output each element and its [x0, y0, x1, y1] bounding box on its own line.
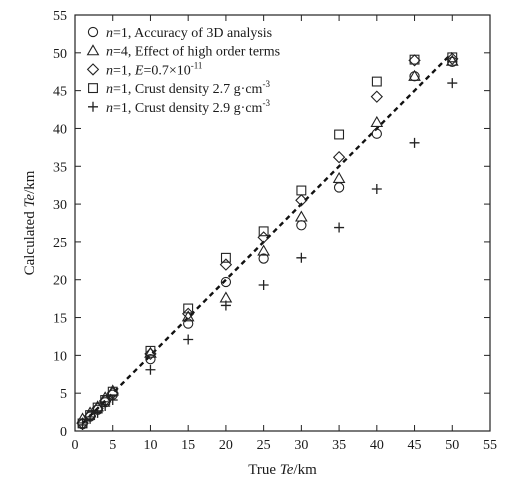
reference-line-layer: [81, 51, 454, 425]
data-point-diamond: [370, 90, 383, 103]
data-point-square: [258, 226, 269, 237]
data-point-plus: [296, 252, 307, 263]
series-plus: [77, 78, 458, 430]
data-series-layer: [76, 52, 459, 430]
legend-item: n=1, Accuracy of 3D analysis: [87, 26, 272, 41]
data-point-plus: [92, 407, 103, 418]
x-tick-label: 35: [332, 438, 346, 453]
data-point-plus: [334, 222, 345, 233]
y-tick-label: 5: [60, 387, 67, 402]
data-point-square: [371, 76, 382, 87]
x-tick-label: 50: [445, 438, 459, 453]
x-tick-label: 20: [219, 438, 233, 453]
data-point-diamond: [182, 307, 195, 320]
y-tick-label: 10: [53, 349, 67, 364]
data-point-plus: [371, 183, 382, 194]
data-point-plus: [107, 394, 118, 405]
legend-marker-square: [88, 83, 98, 94]
data-point-plus: [258, 280, 269, 291]
legend-item: n=1, Crust density 2.9 g·cm-3: [88, 98, 270, 116]
y-tick-label: 50: [53, 47, 67, 62]
y-tick-label: 55: [53, 9, 67, 24]
plot-frame: [74, 14, 491, 432]
x-tick-label: 40: [370, 438, 384, 453]
data-point-plus: [447, 78, 458, 89]
data-point-plus: [85, 413, 96, 424]
data-point-triangle: [295, 210, 308, 222]
legend-marker-plus: [88, 101, 98, 112]
x-tick-label: 15: [181, 438, 195, 453]
data-point-square: [183, 303, 194, 314]
data-point-square: [145, 345, 156, 356]
y-tick-label: 45: [53, 85, 67, 100]
data-point-circle: [145, 353, 156, 365]
data-point-diamond: [219, 258, 233, 271]
x-tick-label: 30: [294, 438, 308, 453]
data-point-triangle: [332, 171, 346, 183]
data-point-triangle: [445, 54, 459, 66]
legend-label: n=1, Crust density 2.9 g·cm-3: [106, 98, 270, 116]
data-point-square: [220, 252, 231, 263]
series-square: [77, 52, 458, 429]
legend-marker-triangle: [86, 44, 100, 56]
y-tick-label: 25: [53, 236, 67, 251]
data-point-plus: [77, 419, 88, 430]
legend-marker-circle: [87, 26, 99, 38]
data-point-diamond: [144, 347, 157, 361]
data-point-square: [334, 129, 345, 140]
legend-item: n=1, Crust density 2.7 g·cm-3: [88, 79, 270, 97]
legend-item: n=4, Effect of high order terms: [86, 44, 280, 60]
data-point-diamond: [295, 194, 308, 207]
x-tick-label: 45: [408, 438, 422, 453]
legend: n=1, Accuracy of 3D analysis n=4, Effect …: [86, 26, 280, 116]
reference-line: [81, 51, 454, 425]
y-tick-label: 20: [53, 274, 67, 289]
data-point-diamond: [408, 54, 421, 67]
y-axis-title: Calculated Te/km: [22, 170, 38, 275]
y-tick-label: 30: [53, 198, 67, 213]
data-point-diamond: [332, 151, 346, 164]
axes-layer: 0 5 10 15 20 25 30 35 40 45 50 55 0 5 10 15 20 25 30 35 40 45…: [53, 9, 497, 453]
legend-marker-diamond: [86, 63, 100, 76]
data-point-plus: [220, 300, 231, 311]
x-tick-label: 5: [109, 438, 116, 453]
data-point-triangle: [370, 115, 384, 128]
axis-titles: True Te/km Calculated Te/km: [22, 170, 317, 478]
legend-label: n=1, Crust density 2.7 g·cm-3: [106, 79, 270, 97]
data-point-square: [409, 54, 420, 65]
x-tick-label: 25: [257, 438, 271, 453]
data-point-plus: [409, 137, 420, 148]
x-tick-label: 10: [143, 438, 157, 453]
legend-label: n=1, E=0.7×10-11: [106, 60, 202, 78]
x-tick-label: 55: [483, 438, 497, 453]
data-point-triangle: [144, 346, 157, 358]
legend-item: n=1, E=0.7×10-11: [86, 60, 202, 78]
data-point-square: [447, 52, 458, 63]
data-point-circle: [371, 128, 382, 139]
data-point-plus: [145, 364, 156, 375]
data-point-circle: [220, 276, 232, 288]
y-tick-label: 40: [53, 122, 67, 137]
y-tick-label: 15: [53, 312, 67, 327]
data-point-circle: [258, 253, 269, 264]
data-point-triangle: [408, 69, 421, 81]
data-point-diamond: [446, 52, 459, 66]
data-point-plus: [183, 334, 194, 345]
legend-label: n=4, Effect of high order terms: [106, 45, 280, 60]
y-tick-label: 0: [60, 425, 67, 440]
x-tick-label: 0: [72, 438, 79, 453]
legend-label: n=1, Accuracy of 3D analysis: [106, 26, 272, 41]
data-point-plus: [100, 401, 111, 412]
data-point-triangle: [257, 244, 270, 256]
y-tick-label: 35: [53, 160, 67, 175]
x-axis-title: True Te/km: [248, 462, 317, 478]
data-point-square: [296, 185, 307, 196]
